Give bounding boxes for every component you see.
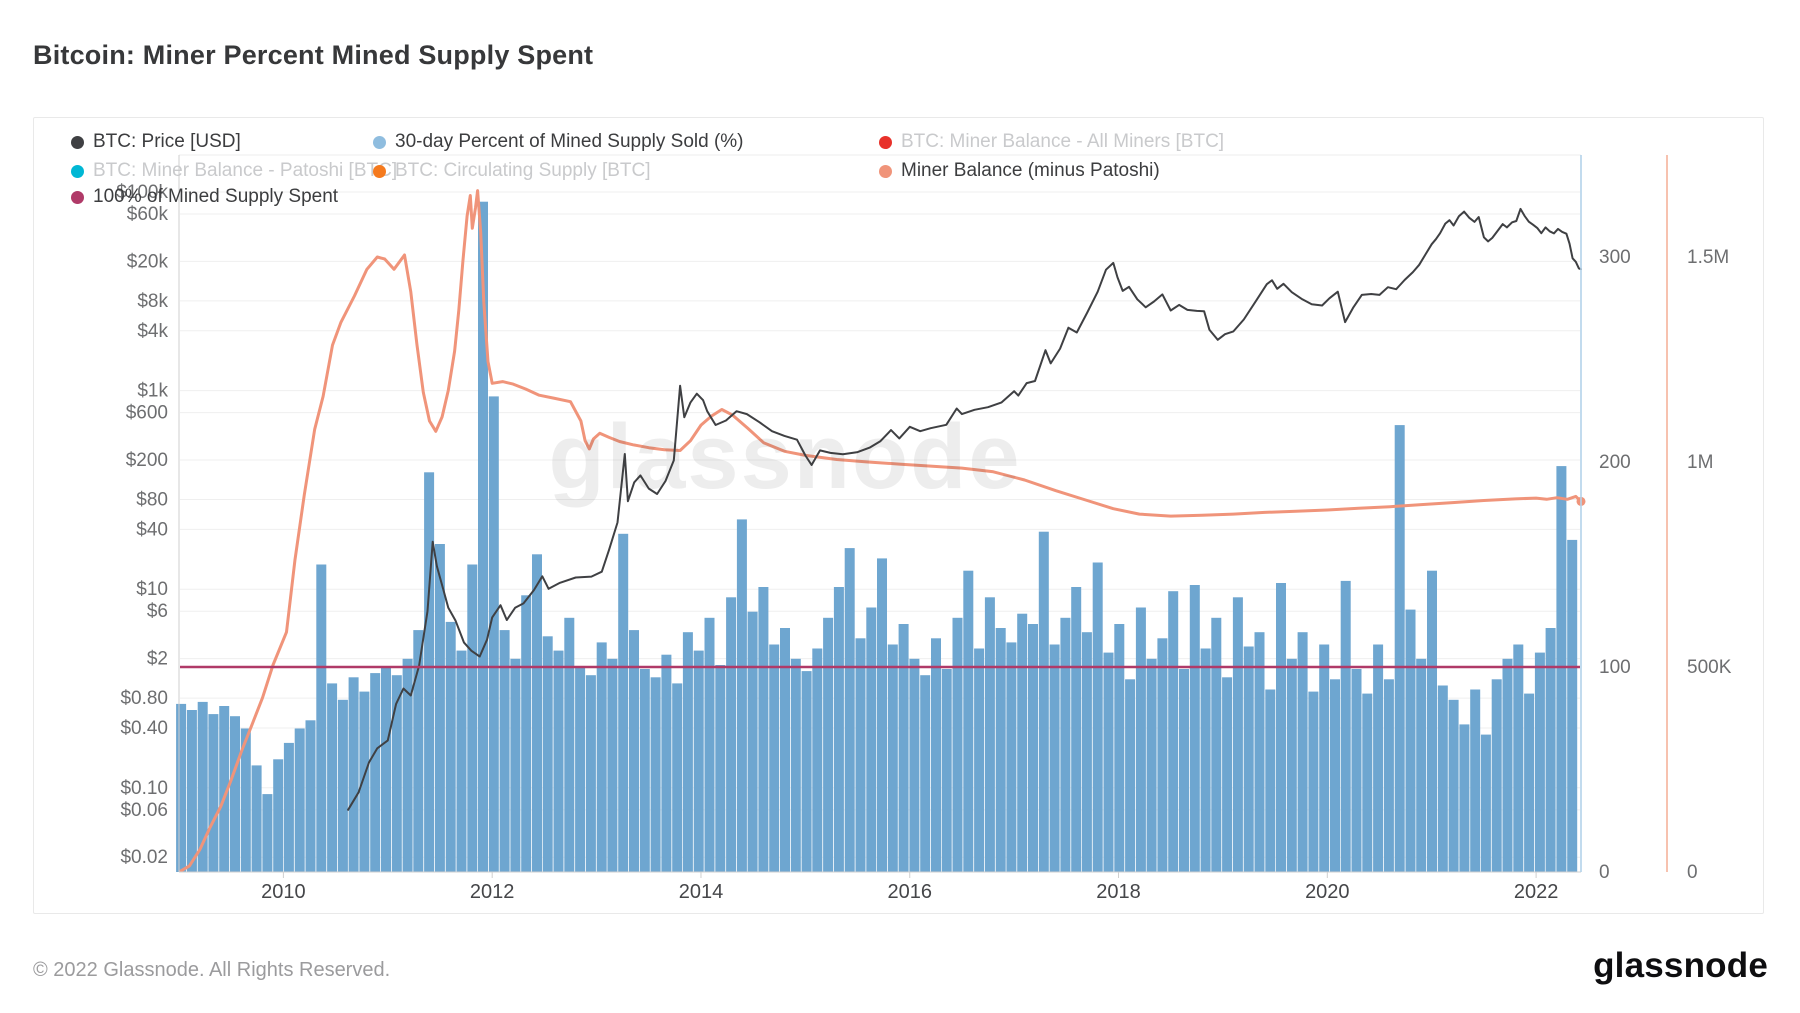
series-color-dot-icon — [879, 135, 892, 149]
svg-text:200: 200 — [1599, 452, 1631, 473]
glassnode-logo[interactable]: glassnode — [1593, 946, 1768, 985]
svg-text:$40: $40 — [136, 519, 168, 540]
svg-text:$4k: $4k — [137, 321, 168, 342]
svg-text:$100k: $100k — [116, 182, 168, 203]
legend-item-percent-sold[interactable]: 30-day Percent of Mined Supply Sold (%) — [373, 131, 744, 152]
svg-text:2022: 2022 — [1514, 881, 1559, 903]
svg-text:1.5M: 1.5M — [1687, 247, 1729, 268]
series-color-dot-icon — [71, 190, 84, 204]
x-axis-labels: 2010 2012 2014 2016 2018 2020 2022 — [261, 872, 1558, 903]
legend-label: Miner Balance (minus Patoshi) — [901, 160, 1160, 181]
svg-text:$8k: $8k — [137, 291, 168, 312]
svg-text:$1k: $1k — [137, 381, 168, 402]
svg-text:$20k: $20k — [127, 251, 169, 272]
svg-text:$0.02: $0.02 — [120, 847, 168, 868]
legend-label: 30-day Percent of Mined Supply Sold (%) — [395, 131, 744, 152]
legend-label: BTC: Miner Balance - Patoshi [BTC] — [93, 160, 398, 181]
legend-item-all-miners-balance[interactable]: BTC: Miner Balance - All Miners [BTC] — [879, 131, 1225, 152]
svg-text:$0.10: $0.10 — [120, 778, 168, 799]
svg-text:$80: $80 — [136, 490, 168, 511]
svg-text:2010: 2010 — [261, 881, 306, 903]
svg-text:100: 100 — [1599, 657, 1631, 678]
legend-item-balance-minus-patoshi[interactable]: Miner Balance (minus Patoshi) — [879, 160, 1160, 181]
series-color-dot-icon — [71, 164, 84, 178]
percent-axis-labels: 300 200 100 0 — [1599, 247, 1631, 883]
svg-text:$0.80: $0.80 — [120, 688, 168, 709]
svg-text:0: 0 — [1599, 862, 1610, 883]
svg-text:$6: $6 — [147, 601, 168, 622]
svg-text:500K: 500K — [1687, 657, 1732, 678]
legend-item-patoshi-balance[interactable]: BTC: Miner Balance - Patoshi [BTC] — [71, 160, 398, 181]
legend-item-100pct-line[interactable]: 100% of Mined Supply Spent — [71, 186, 339, 207]
svg-text:$600: $600 — [126, 403, 168, 424]
sold-percent-bars — [176, 201, 1578, 873]
series-color-dot-icon — [71, 135, 84, 149]
svg-text:2020: 2020 — [1305, 881, 1350, 903]
svg-text:2012: 2012 — [470, 881, 515, 903]
series-color-dot-icon — [373, 135, 386, 149]
svg-text:$200: $200 — [126, 450, 168, 471]
copyright-text: © 2022 Glassnode. All Rights Reserved. — [33, 959, 391, 981]
svg-text:1M: 1M — [1687, 452, 1713, 473]
svg-text:300: 300 — [1599, 247, 1631, 268]
legend-label: BTC: Circulating Supply [BTC] — [395, 160, 651, 181]
plot-borders — [178, 154, 1668, 873]
series-color-dot-icon — [879, 164, 892, 178]
svg-text:$60k: $60k — [127, 204, 169, 225]
svg-text:0: 0 — [1687, 862, 1698, 883]
legend-item-btc-price[interactable]: BTC: Price [USD] — [71, 131, 241, 152]
balance-axis-labels: 1.5M 1M 500K 0 — [1687, 247, 1732, 883]
series-color-dot-icon — [373, 164, 386, 178]
price-axis-labels: $100k$60k$20k$8k$4k$1k$600$200$80$40$10$… — [116, 182, 168, 868]
chart-title: Bitcoin: Miner Percent Mined Supply Spen… — [33, 40, 594, 70]
svg-text:$2: $2 — [147, 649, 168, 670]
watermark-text: glassnode — [548, 406, 1021, 508]
svg-text:$0.06: $0.06 — [120, 800, 168, 821]
legend-label: 100% of Mined Supply Spent — [93, 186, 339, 207]
svg-text:2016: 2016 — [888, 881, 933, 903]
svg-text:2014: 2014 — [679, 881, 724, 903]
svg-text:$0.40: $0.40 — [120, 718, 168, 739]
svg-text:$10: $10 — [136, 579, 168, 600]
svg-text:2018: 2018 — [1096, 881, 1141, 903]
price-line — [347, 207, 1582, 811]
legend-label: BTC: Miner Balance - All Miners [BTC] — [901, 131, 1225, 152]
legend-label: BTC: Price [USD] — [93, 131, 241, 152]
legend-item-circulating-supply[interactable]: BTC: Circulating Supply [BTC] — [373, 160, 651, 181]
